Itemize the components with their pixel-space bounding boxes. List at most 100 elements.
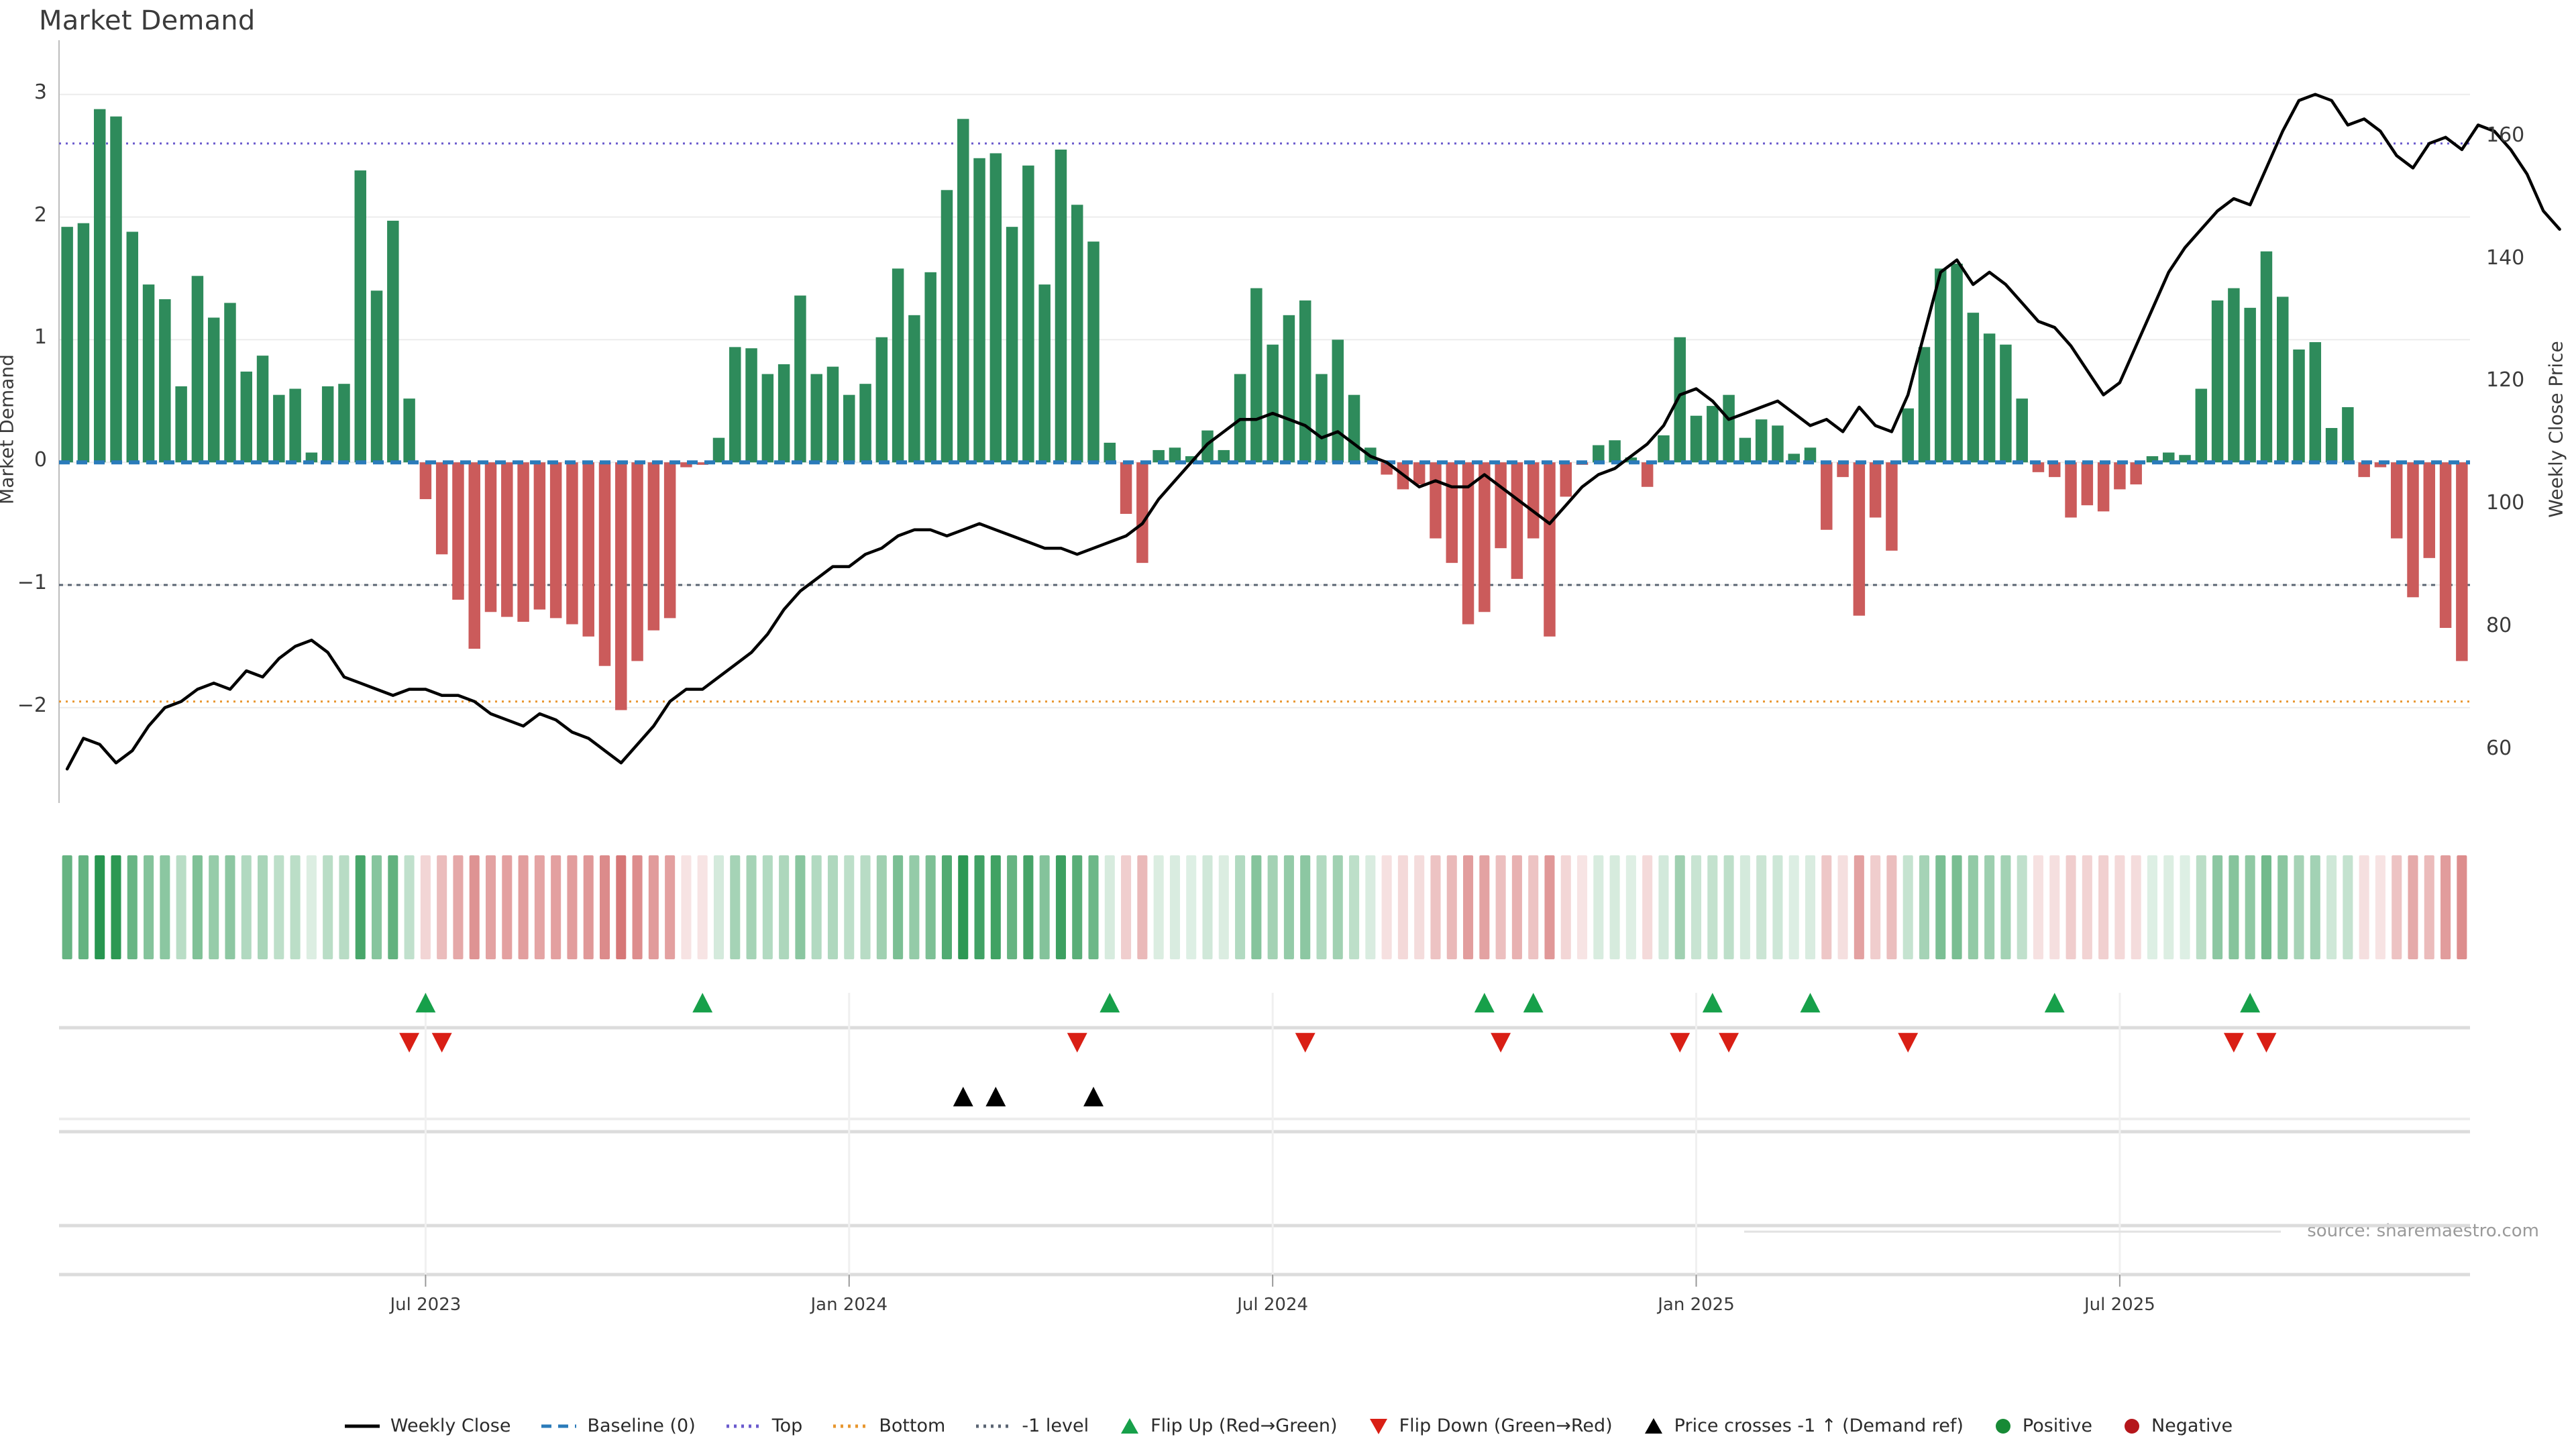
- heatmap-cell: [1251, 855, 1262, 959]
- heatmap-cell: [1805, 855, 1816, 959]
- demand-bar: [501, 462, 513, 617]
- demand-bar: [1902, 408, 1914, 463]
- heatmap-cell: [437, 855, 447, 959]
- demand-bar: [338, 384, 350, 463]
- flip-down-marker: [2256, 1032, 2277, 1053]
- heatmap-cell: [2343, 855, 2353, 959]
- heatmap-cell: [1935, 855, 1946, 959]
- legend-item-label: Flip Down (Green→Red): [1399, 1415, 1613, 1436]
- heatmap-cell: [1625, 855, 1636, 959]
- heatmap-cell: [616, 855, 627, 959]
- legend-item[interactable]: Baseline (0): [540, 1415, 696, 1436]
- y-axis-tick-label: 2: [34, 203, 47, 227]
- legend-item[interactable]: Negative: [2122, 1415, 2233, 1436]
- demand-bar: [1641, 462, 1654, 487]
- legend-item-label: Price crosses -1 ↑ (Demand ref): [1674, 1415, 1964, 1436]
- demand-bar: [794, 295, 806, 463]
- demand-bar: [2309, 342, 2322, 463]
- demand-bar: [2407, 462, 2419, 598]
- heatmap-cell: [827, 855, 839, 959]
- demand-bar: [126, 231, 139, 463]
- demand-bar: [1479, 462, 1491, 612]
- heatmap-cell: [697, 855, 708, 959]
- heatmap-cell: [306, 855, 317, 959]
- heatmap-cell: [1055, 855, 1066, 959]
- heatmap-cell: [567, 855, 578, 959]
- heatmap-cell: [1023, 855, 1034, 959]
- flip-down-marker: [1719, 1032, 1739, 1053]
- demand-bar: [2439, 462, 2452, 629]
- heatmap-cell: [144, 855, 154, 959]
- demand-bar: [468, 462, 480, 649]
- heatmap-cell: [941, 855, 952, 959]
- demand-bar: [989, 153, 1002, 463]
- heatmap-cell: [2082, 855, 2092, 959]
- demand-bar: [2276, 297, 2289, 463]
- heatmap-cell: [1739, 855, 1750, 959]
- heatmap-cell: [2392, 855, 2402, 959]
- demand-bar: [2293, 350, 2305, 463]
- heatmap-cell: [1381, 855, 1392, 959]
- circle-icon: [1993, 1416, 2013, 1436]
- heatmap-cell: [1723, 855, 1734, 959]
- demand-bar: [2211, 300, 2224, 463]
- heatmap-cell: [2229, 855, 2239, 959]
- heatmap-cell: [681, 855, 692, 959]
- demand-bar: [191, 276, 204, 463]
- flip-down-marker: [399, 1032, 420, 1053]
- demand-bar: [2358, 462, 2370, 478]
- legend-item[interactable]: Weekly Close: [343, 1415, 511, 1436]
- legend-item[interactable]: -1 level: [975, 1415, 1089, 1436]
- demand-bar: [680, 462, 692, 468]
- heatmap-cell: [2033, 855, 2044, 959]
- demand-bar: [1316, 374, 1328, 463]
- demand-bar: [142, 284, 155, 463]
- demand-bar: [1006, 227, 1018, 463]
- heatmap-cell: [990, 855, 1001, 959]
- demand-bar: [615, 462, 627, 710]
- demand-bar: [1560, 462, 1572, 497]
- demand-bar: [370, 290, 383, 463]
- demand-bar: [1038, 284, 1051, 463]
- heatmap-cell: [2424, 855, 2434, 959]
- demand-bar: [745, 348, 757, 463]
- flip-up-marker: [2240, 993, 2261, 1013]
- demand-bar: [712, 437, 725, 463]
- heatmap-cell: [1886, 855, 1897, 959]
- heatmap-cell: [1495, 855, 1506, 959]
- legend-item[interactable]: Flip Down (Green→Red): [1367, 1415, 1613, 1436]
- demand-bar: [1707, 406, 1719, 463]
- demand-bar: [1462, 462, 1474, 625]
- demand-bar: [924, 272, 936, 463]
- demand-bar: [582, 462, 594, 637]
- demand-bar: [256, 356, 269, 463]
- heatmap-cell: [1267, 855, 1278, 959]
- heatmap-cell: [2277, 855, 2288, 959]
- demand-bar: [1593, 445, 1605, 463]
- heatmap-cell: [502, 855, 513, 959]
- legend-item-label: Baseline (0): [587, 1415, 696, 1436]
- heatmap-cell: [713, 855, 724, 959]
- heatmap-cell: [534, 855, 545, 959]
- heatmap-cell: [225, 855, 235, 959]
- legend-item[interactable]: Flip Up (Red→Green): [1118, 1415, 1338, 1436]
- heatmap-cell: [2261, 855, 2271, 959]
- heatmap-cell: [1837, 855, 1848, 959]
- legend-item[interactable]: Positive: [1993, 1415, 2092, 1436]
- heatmap-cell: [2065, 855, 2076, 959]
- legend-item[interactable]: Top: [725, 1415, 802, 1436]
- demand-bar: [240, 371, 253, 463]
- heatmap-cell: [1772, 855, 1783, 959]
- legend-item[interactable]: Bottom: [832, 1415, 945, 1436]
- heatmap-cell: [1137, 855, 1148, 959]
- heatmap-cell: [730, 855, 741, 959]
- heatmap-cell: [844, 855, 855, 959]
- x-axis-tick-label: Jul 2024: [1237, 1295, 1309, 1315]
- demand-bar: [1886, 462, 1898, 551]
- flip-down-marker: [2223, 1032, 2244, 1053]
- legend-item[interactable]: Price crosses -1 ↑ (Demand ref): [1642, 1415, 1964, 1436]
- demand-bar: [2032, 462, 2045, 472]
- heatmap-cell: [2440, 855, 2451, 959]
- heatmap-cell: [1463, 855, 1474, 959]
- y2-axis-tick-label: 60: [2486, 736, 2512, 760]
